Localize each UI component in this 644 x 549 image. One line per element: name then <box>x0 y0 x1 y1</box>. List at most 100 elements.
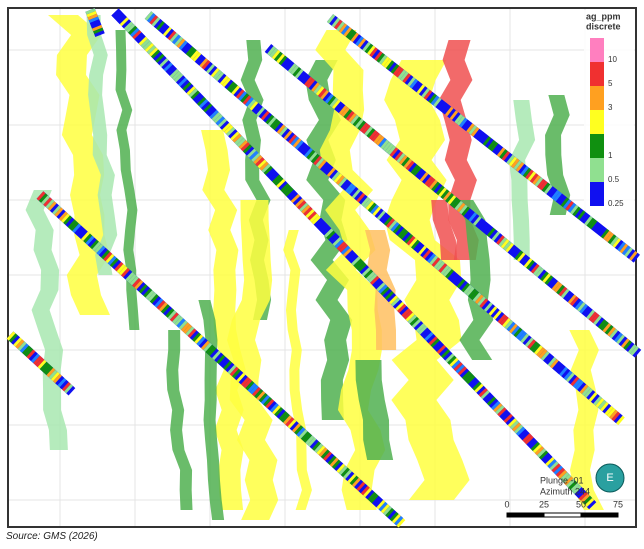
drillhole-interval <box>88 16 100 23</box>
drillhole-interval <box>452 112 461 122</box>
drillhole-interval <box>565 201 574 211</box>
drillhole-interval <box>482 136 492 146</box>
drillhole-interval <box>411 239 420 250</box>
drillhole-interval <box>406 235 416 246</box>
drillhole-interval <box>234 370 244 381</box>
drillhole-interval <box>311 441 321 451</box>
drillhole-interval <box>240 376 250 387</box>
drillhole-interval <box>513 327 523 338</box>
drillhole-interval <box>43 197 53 207</box>
drillhole-interval <box>376 210 386 221</box>
drillhole-interval <box>536 347 546 357</box>
drillhole-interval <box>153 19 163 29</box>
drillhole-interval <box>92 241 102 252</box>
drillhole-interval <box>527 171 537 182</box>
drillhole-interval <box>220 358 230 369</box>
drillhole-interval <box>232 368 242 379</box>
drillhole-interval <box>159 58 169 68</box>
drillhole-interval <box>348 112 357 123</box>
drillhole-interval <box>547 356 557 367</box>
drillhole-interval <box>544 184 553 195</box>
drillhole-interval <box>355 36 364 47</box>
legend: ag_ppm discrete 10 5 3 1 0.5 0.25 <box>584 10 634 210</box>
drillhole-interval <box>169 32 179 43</box>
drillhole-interval <box>442 191 452 201</box>
drillhole-interval <box>349 187 359 197</box>
drillhole-interval <box>274 176 284 186</box>
drillhole-interval <box>583 307 593 318</box>
drillhole-interval <box>532 175 541 185</box>
drillhole-interval <box>138 284 148 294</box>
drillhole-interval <box>360 485 370 496</box>
drillhole-interval <box>505 416 515 426</box>
drillhole-interval <box>432 340 442 350</box>
drillhole-interval <box>287 419 297 429</box>
drillhole-interval <box>197 56 206 66</box>
drillhole-interval <box>528 439 538 449</box>
drillhole-interval <box>442 267 452 277</box>
drillhole-interval <box>512 248 521 259</box>
drillhole-interval <box>491 231 501 242</box>
drillhole-interval <box>267 401 277 411</box>
drillhole-interval <box>607 326 616 337</box>
drillhole-interval <box>429 179 438 190</box>
drillhole-interval <box>388 62 397 72</box>
drillhole-interval <box>555 467 566 477</box>
drillhole-interval <box>437 101 447 111</box>
drillhole-interval <box>506 154 515 165</box>
drillhole-interval <box>361 267 372 277</box>
drillhole-interval <box>555 193 565 204</box>
drillhole-interval <box>461 119 470 130</box>
drillhole-interval <box>317 221 328 232</box>
drillhole-interval <box>597 399 607 410</box>
drillhole-interval <box>444 106 454 117</box>
drillhole-interval <box>340 245 351 255</box>
grade-shell <box>545 95 571 215</box>
drillhole-interval <box>261 163 271 173</box>
legend-label: 0.5 <box>608 175 620 184</box>
drillhole-interval <box>263 165 273 176</box>
drillhole-interval <box>572 485 582 495</box>
drillhole-interval <box>305 209 315 219</box>
drillhole-interval <box>495 312 505 322</box>
drillhole-interval <box>508 156 518 167</box>
drillhole-interval <box>36 191 46 201</box>
drillhole-interval <box>45 199 55 209</box>
drillhole-interval <box>238 91 247 101</box>
drillhole-interval <box>156 300 166 310</box>
grade-shell <box>201 130 246 510</box>
drillhole-interval <box>361 124 371 135</box>
drillhole-interval <box>365 200 375 211</box>
drillhole-interval <box>121 267 130 278</box>
drillhole-interval <box>303 433 313 443</box>
drillhole-interval <box>94 243 104 254</box>
drillhole-interval <box>314 443 324 453</box>
drillhole-interval <box>183 324 193 334</box>
drillhole-interval <box>160 304 170 314</box>
drillhole-interval <box>287 63 297 73</box>
drillhole-interval <box>311 215 321 225</box>
drillhole-interval <box>509 420 520 430</box>
drillhole-interval <box>186 86 196 96</box>
drillhole-interval <box>212 350 222 361</box>
drillhole-interval <box>607 234 617 245</box>
drillhole-interval <box>537 178 546 189</box>
drillhole-interval <box>256 106 266 117</box>
scale-label: 25 <box>539 499 549 509</box>
drillhole-interval <box>278 411 288 421</box>
drillhole-interval <box>412 166 422 177</box>
drillhole-interval <box>358 194 368 205</box>
drillhole-interval <box>326 14 336 24</box>
drillhole-interval <box>249 150 259 160</box>
drillhole-interval <box>499 149 508 159</box>
drillhole-interval <box>156 20 165 31</box>
drillhole-interval <box>543 353 552 363</box>
drillhole-interval <box>225 362 235 373</box>
drillhole-interval <box>140 38 150 48</box>
drillhole-interval <box>234 135 244 145</box>
drillhole-interval <box>176 38 186 49</box>
caption: Source: GMS (2026) <box>6 531 98 542</box>
drillhole-interval <box>329 457 339 467</box>
drillhole-interval <box>295 140 304 150</box>
drillhole-interval <box>477 132 487 143</box>
